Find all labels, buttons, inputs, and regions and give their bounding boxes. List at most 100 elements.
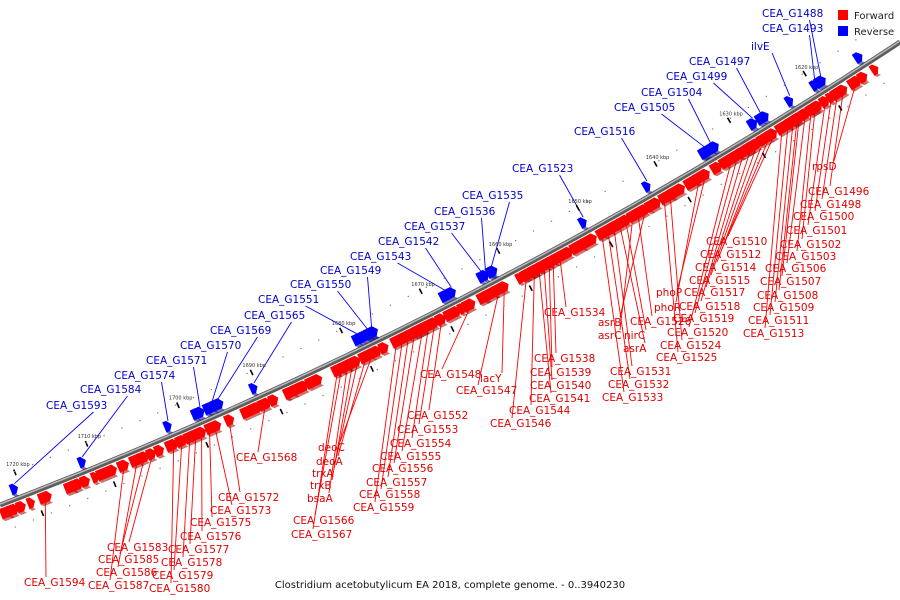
gene-arrow-rpsD [846, 75, 861, 91]
kbp-ticks: 1620 kbp 1630 kbp 1640 kbp 1650 kbp 1660 kbp… [6, 27, 885, 528]
gene-shadow-CEA_G1576 [199, 436, 208, 441]
leader-CEA_G1543 [397, 262, 446, 291]
leader-CEA_G1570 [211, 351, 228, 402]
leader-CEA_G1569 [217, 336, 258, 400]
minor-tick [371, 313, 374, 315]
leader-CEA_G1540 [543, 269, 553, 381]
leader-CEA_G1584 [81, 395, 128, 458]
minor-tick [630, 236, 632, 238]
gene-shadow-extra-27 [418, 332, 431, 338]
tick-1640-kbp [653, 160, 658, 167]
gene-label-deoA: deoA [316, 456, 344, 468]
gene-arrow-extra-10 [666, 186, 680, 200]
gene-shadow-extra-38 [252, 412, 263, 417]
gene-arrow-extra-8 [682, 179, 692, 191]
gene-label-CEA_G1533: CEA_G1533 [602, 392, 663, 404]
leader-CEA_G1508 [778, 123, 798, 291]
minor-tick [801, 73, 803, 75]
gene-shadow-extra-17 [566, 256, 575, 261]
gene-label-CEA_G1575: CEA_G1575 [190, 517, 251, 529]
gene-arrow-CEA_G1523 [577, 217, 587, 229]
gene-shadow-CEA_G1511 [786, 128, 795, 133]
gene-arrow-CEA_G1586 [127, 453, 143, 468]
leader-CEA_G1506 [786, 118, 806, 264]
gene-arrow-extra-30 [368, 345, 382, 359]
gene-shadow-CEA_G1515 [753, 147, 763, 153]
minor-tick [31, 463, 34, 466]
minor-tick [105, 490, 107, 492]
gene-shadow-CEA_G1520 [727, 162, 739, 169]
gene-label-CEA_G1523: CEA_G1523 [512, 163, 573, 175]
minor-tick [658, 160, 660, 162]
minor-tick [819, 62, 821, 64]
gene-arrow-extra-41 [152, 444, 165, 458]
gene-label-CEA_G1577: CEA_G1577 [168, 544, 229, 556]
gene-label-rpsD: rpsD [812, 161, 837, 173]
gene-arrow-extra-rev-7 [201, 403, 213, 416]
leader-CEA_G1551 [305, 305, 358, 335]
gene-label-CEA_G1498: CEA_G1498 [800, 199, 861, 211]
tick-label-1660-kbp: 1660 kbp [489, 242, 513, 248]
minor-tick [533, 230, 535, 232]
minor-tick [318, 339, 320, 341]
tick-label-1630-kbp: 1630 kbp [719, 112, 743, 118]
minor-tick [300, 348, 302, 350]
lower-tick [609, 241, 614, 248]
minor-tick [286, 411, 288, 414]
minor-tick [720, 183, 722, 185]
gene-shadow-extra-5 [723, 166, 732, 171]
legend-reverse-swatch [838, 26, 848, 36]
gene-label-CEA_G1514: CEA_G1514 [695, 262, 757, 274]
leader-CEA_G1567 [312, 375, 338, 530]
leader-CEA_G1557 [387, 340, 409, 478]
gene-shadow-CEA_G1572 [227, 424, 236, 429]
gene-shadow-extra-43 [99, 477, 112, 483]
leader-CEA_G1538 [552, 265, 557, 354]
leader-rpsD [833, 86, 856, 162]
minor-tick [157, 412, 159, 414]
gene-shadow-CEA_G1558 [399, 342, 410, 348]
gene-shadow-CEA_G1542 [449, 296, 458, 301]
minor-tick [264, 364, 266, 366]
minor-tick [738, 173, 740, 175]
gene-shadow-extra-0 [874, 73, 881, 77]
gene-shadow-CEA_G1533 [599, 237, 610, 243]
minor-tick [837, 50, 839, 52]
gene-shadow-extra-25 [454, 315, 463, 320]
gene-label-CEA_G1517: CEA_G1517 [684, 287, 745, 299]
leader-CEA_G1573 [215, 430, 233, 506]
gene-label-CEA_G1535: CEA_G1535 [462, 190, 523, 202]
minor-tick [865, 94, 867, 96]
leader-CEA_G1507 [781, 122, 800, 277]
gene-label-CEA_G1505: CEA_G1505 [614, 102, 675, 114]
gene-shadow-CEA_G1543 [442, 299, 453, 305]
gene-shadow-extra-rev-5 [372, 336, 380, 340]
gene-label-CEA_G1543: CEA_G1543 [350, 251, 411, 263]
gene-shadow-extra-16 [573, 253, 580, 257]
leader-CEA_G1534 [559, 261, 567, 308]
gene-arrow-deoA [357, 351, 371, 365]
gene-shadow-extra-rev-3 [703, 156, 712, 161]
gene-shadow-CEA_G1525 [662, 201, 672, 207]
minor-tick [192, 396, 195, 398]
gene-label-phoR: phoR [654, 302, 681, 314]
tick-1690-kbp [249, 369, 254, 376]
gene-shadow-extra-29 [381, 352, 391, 356]
gene-shadow-extra-4 [740, 157, 747, 161]
lower-tick [112, 481, 117, 488]
minor-tick [684, 205, 686, 207]
minor-tick [14, 470, 16, 473]
minor-tick [694, 139, 696, 141]
minor-tick [304, 403, 306, 405]
gene-arrow-extra-47 [62, 480, 78, 495]
minor-tick [783, 84, 785, 86]
leader-CEA_G1518 [700, 156, 744, 302]
gene-shadow-CEA_G1577 [192, 438, 203, 444]
gene-label-CEA_G1503: CEA_G1503 [775, 251, 836, 263]
leader-CEA_G1505 [661, 113, 706, 148]
gene-label-CEA_G1496: CEA_G1496 [808, 186, 870, 198]
leader-CEA_G1541 [538, 272, 552, 394]
minor-tick [69, 505, 71, 507]
gene-arrow-CEA_G1499 [745, 118, 758, 131]
minor-tick [622, 180, 624, 182]
